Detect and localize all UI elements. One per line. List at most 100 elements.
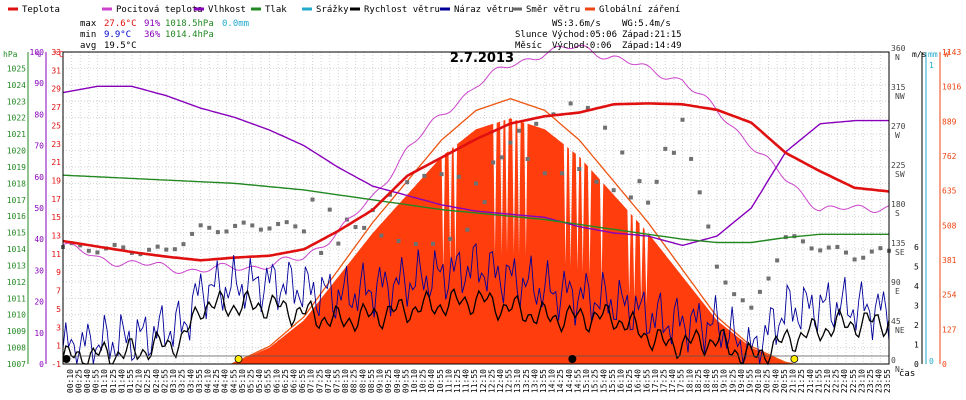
wind-direction-point xyxy=(603,125,608,130)
wind-direction-point xyxy=(671,150,676,155)
x-tick-label: 16:55 xyxy=(642,369,651,393)
hpa-tick: 1021 xyxy=(7,130,26,139)
x-tick-label: 12:55 xyxy=(505,369,514,393)
wind-direction-point xyxy=(646,200,651,205)
direction-tick: 270 xyxy=(891,122,906,131)
x-tick-label: 04:10 xyxy=(203,369,212,393)
moonrise-marker xyxy=(62,355,71,363)
info-wg: WG:5.4m/s xyxy=(622,19,671,29)
wind-direction-point xyxy=(861,255,866,260)
ms-tick: 1 xyxy=(914,341,919,350)
hpa-tick: 1023 xyxy=(7,97,26,106)
w-tick: 762 xyxy=(942,152,957,161)
x-tick-label: 13:55 xyxy=(539,369,548,393)
wind-direction-point xyxy=(310,197,315,202)
x-tick-label: 06:55 xyxy=(298,369,307,393)
wind-direction-point xyxy=(809,246,814,251)
x-tick-label: 08:10 xyxy=(341,369,350,393)
direction-label: SW xyxy=(895,170,905,179)
x-tick-label: 19:55 xyxy=(746,369,755,393)
pct-tick: 20 xyxy=(34,298,44,307)
direction-tick: 360 xyxy=(891,44,906,53)
wind-direction-point xyxy=(207,225,212,230)
w-tick: 381 xyxy=(942,256,957,265)
x-tick-label: 22:55 xyxy=(849,369,858,393)
mm-axis-label: mm xyxy=(928,50,938,59)
x-tick-label: 12:25 xyxy=(487,369,496,393)
temperature-line xyxy=(62,102,890,262)
x-tick-label: 00:40 xyxy=(83,369,92,393)
w-tick: 1016 xyxy=(942,83,961,92)
wind-direction-point xyxy=(852,257,857,262)
x-tick-label: 18:25 xyxy=(694,369,703,393)
x-tick-label: 21:25 xyxy=(797,369,806,393)
x-tick-label: 16:25 xyxy=(625,369,634,393)
pct-tick: 10 xyxy=(34,329,44,338)
pct-tick: 100 xyxy=(30,48,45,57)
wind-direction-point xyxy=(327,207,332,212)
legend-label: Vlhkost xyxy=(208,5,246,15)
wind-direction-point xyxy=(379,233,384,238)
wind-direction-point xyxy=(319,250,324,255)
wind-direction-point xyxy=(732,292,737,297)
legend-label: Globální záření xyxy=(599,5,680,15)
chart-title: 2.7.2013 xyxy=(450,51,514,66)
wind-direction-point xyxy=(413,241,418,246)
axes: hPa1007100810091010101110121013101410151… xyxy=(3,44,961,393)
x-tick-label: 08:40 xyxy=(358,369,367,393)
radiation-area xyxy=(231,118,797,364)
sun-moon-markers xyxy=(62,355,799,363)
x-tick-label: 20:40 xyxy=(771,369,780,393)
legend-label: Rychlost větru xyxy=(364,5,440,15)
wind-direction-point xyxy=(878,246,883,251)
x-tick-label: 10:10 xyxy=(410,369,419,393)
x-tick-label: 15:10 xyxy=(582,369,591,393)
wind-direction-point xyxy=(456,174,461,179)
stat-avg-temp: 19.5°C xyxy=(104,41,137,51)
w-tick: 254 xyxy=(942,291,957,300)
x-tick-label: 07:10 xyxy=(307,369,316,393)
wind-direction-point xyxy=(706,224,711,229)
hpa-axis-label: hPa xyxy=(3,50,18,59)
wind-direction-point xyxy=(258,227,263,232)
x-tick-label: 09:10 xyxy=(376,369,385,393)
x-tick-label: 01:40 xyxy=(117,369,126,393)
wind-direction-point xyxy=(190,231,195,236)
wind-direction-point xyxy=(439,172,444,177)
x-tick-label: 04:25 xyxy=(212,369,221,393)
hpa-tick: 1013 xyxy=(7,261,26,270)
wind-direction-point xyxy=(78,243,83,248)
x-tick-label: 01:55 xyxy=(126,369,135,393)
wind-direction-point xyxy=(267,226,272,231)
direction-label: N xyxy=(895,53,900,62)
wind-direction-point xyxy=(689,156,694,161)
x-tick-label: 03:25 xyxy=(178,369,187,393)
direction-tick: 180 xyxy=(891,200,906,209)
x-tick-label: 06:40 xyxy=(290,369,299,393)
stat-max-label: max xyxy=(80,19,97,29)
x-tick-label: 14:25 xyxy=(556,369,565,393)
wind-direction-point xyxy=(654,179,659,184)
wind-direction-point xyxy=(121,245,126,250)
hpa-tick: 1020 xyxy=(7,147,26,156)
x-tick-label: 10:55 xyxy=(436,369,445,393)
wind-direction-point xyxy=(172,247,177,252)
ms-tick: 4 xyxy=(914,282,919,291)
info-slunce-label: Slunce xyxy=(515,30,548,40)
wind-direction-point xyxy=(517,128,522,133)
direction-label: NW xyxy=(895,92,905,101)
wind-direction-point xyxy=(181,242,186,247)
pct-tick: 50 xyxy=(34,204,44,213)
wind-direction-point xyxy=(749,305,754,310)
x-tick-label: 16:10 xyxy=(616,369,625,393)
wind-direction-point xyxy=(164,247,169,252)
temp-tick: 31 xyxy=(51,66,61,75)
x-tick-label: 19:10 xyxy=(720,369,729,393)
wind-direction-point xyxy=(740,298,745,303)
wind-direction-point xyxy=(301,229,306,234)
wind-direction-point xyxy=(869,249,874,254)
w-tick: 508 xyxy=(942,221,957,230)
info-slunce-set: Západ:21:15 xyxy=(622,30,682,40)
direction-label: E xyxy=(895,287,900,296)
